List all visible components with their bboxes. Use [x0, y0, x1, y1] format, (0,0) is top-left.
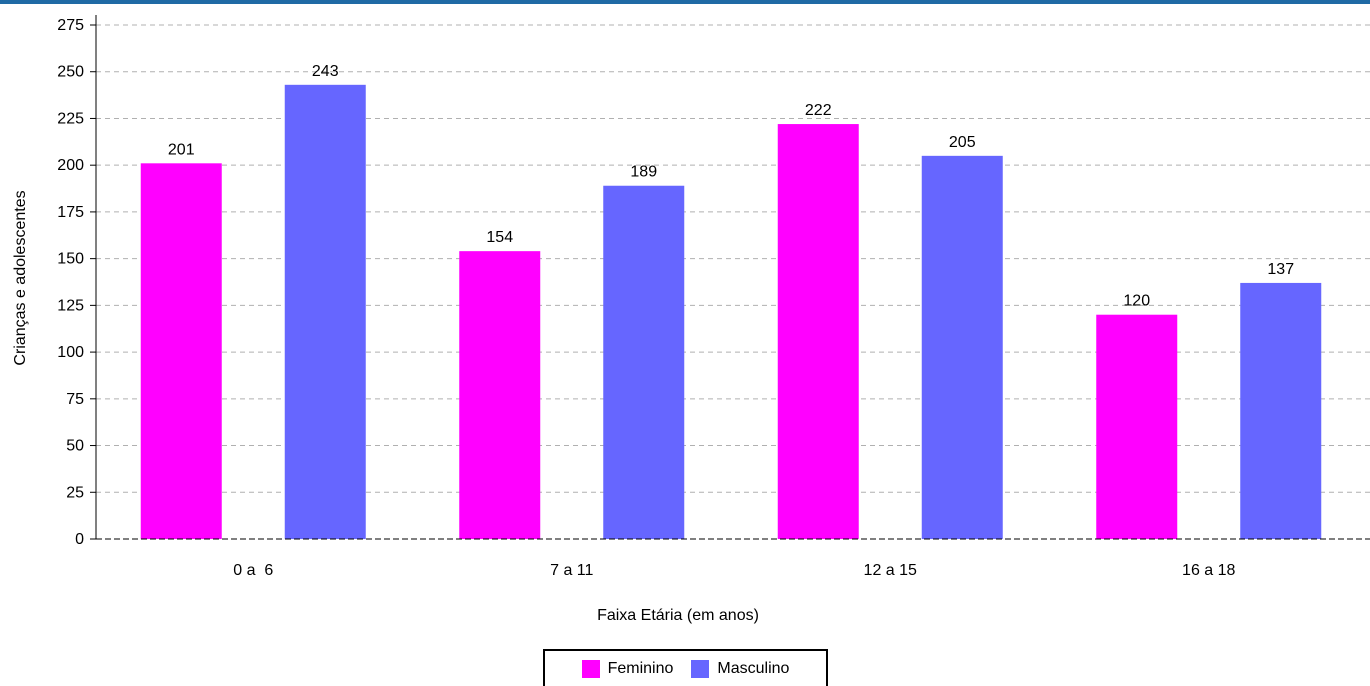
- y-tick-label: 50: [66, 438, 84, 455]
- y-tick-label: 0: [75, 531, 84, 548]
- chart-legend: Feminino Masculino: [543, 649, 828, 686]
- data-label: 243: [312, 63, 339, 80]
- y-tick-label: 100: [57, 344, 84, 361]
- y-tick-label: 200: [57, 157, 84, 174]
- y-tick-label: 225: [57, 110, 84, 127]
- bar-feminino: [140, 163, 222, 539]
- x-tick-label: 7 a 11: [550, 562, 593, 579]
- data-label: 154: [486, 229, 513, 246]
- legend-item-feminino: Feminino: [581, 659, 674, 678]
- y-axis-title: Crianças e adolescentes: [12, 190, 29, 365]
- legend-swatch-masculino: [691, 659, 710, 678]
- y-tick-label: 25: [66, 484, 84, 501]
- data-label: 120: [1123, 293, 1150, 310]
- y-tick-label: 150: [57, 251, 84, 268]
- legend-item-masculino: Masculino: [691, 659, 790, 678]
- bar-masculino: [1240, 282, 1322, 539]
- bar-feminino: [1096, 314, 1178, 539]
- x-tick-label: 0 a 6: [233, 562, 273, 579]
- data-label: 205: [949, 134, 976, 151]
- y-tick-label: 175: [57, 204, 84, 221]
- legend-label-masculino: Masculino: [717, 659, 790, 677]
- data-label: 137: [1267, 261, 1294, 278]
- x-tick-label: 16 a 18: [1182, 562, 1235, 579]
- y-axis-ticks: 0 25 50 75 100 125 150 175 200 225 250 275: [57, 17, 96, 548]
- bar-feminino: [459, 251, 541, 539]
- legend-swatch-feminino: [581, 659, 600, 678]
- y-tick-label: 125: [57, 297, 84, 314]
- data-labels: 201 243 154 189 222 205 120 137: [168, 63, 1294, 310]
- bars: [140, 84, 1322, 539]
- bar-masculino: [921, 155, 1003, 539]
- data-label: 222: [805, 102, 832, 119]
- bar-chart: 0 25 50 75 100 125 150 175 200 225 250 275 201 243 15…: [12, 15, 1370, 624]
- y-tick-label: 275: [57, 17, 84, 34]
- bar-masculino: [603, 185, 685, 539]
- header-accent-bar: [0, 0, 1370, 4]
- x-axis-ticks: 0 a 6 7 a 11 12 a 15 16 a 18: [233, 562, 1235, 579]
- data-label: 189: [630, 164, 657, 181]
- x-tick-label: 12 a 15: [864, 562, 917, 579]
- bar-feminino: [777, 124, 859, 539]
- x-axis-title: Faixa Etária (em anos): [597, 607, 759, 624]
- y-tick-label: 250: [57, 64, 84, 81]
- legend-label-feminino: Feminino: [607, 659, 674, 677]
- bar-masculino: [284, 84, 366, 539]
- data-label: 201: [168, 141, 195, 158]
- y-tick-label: 75: [66, 391, 84, 408]
